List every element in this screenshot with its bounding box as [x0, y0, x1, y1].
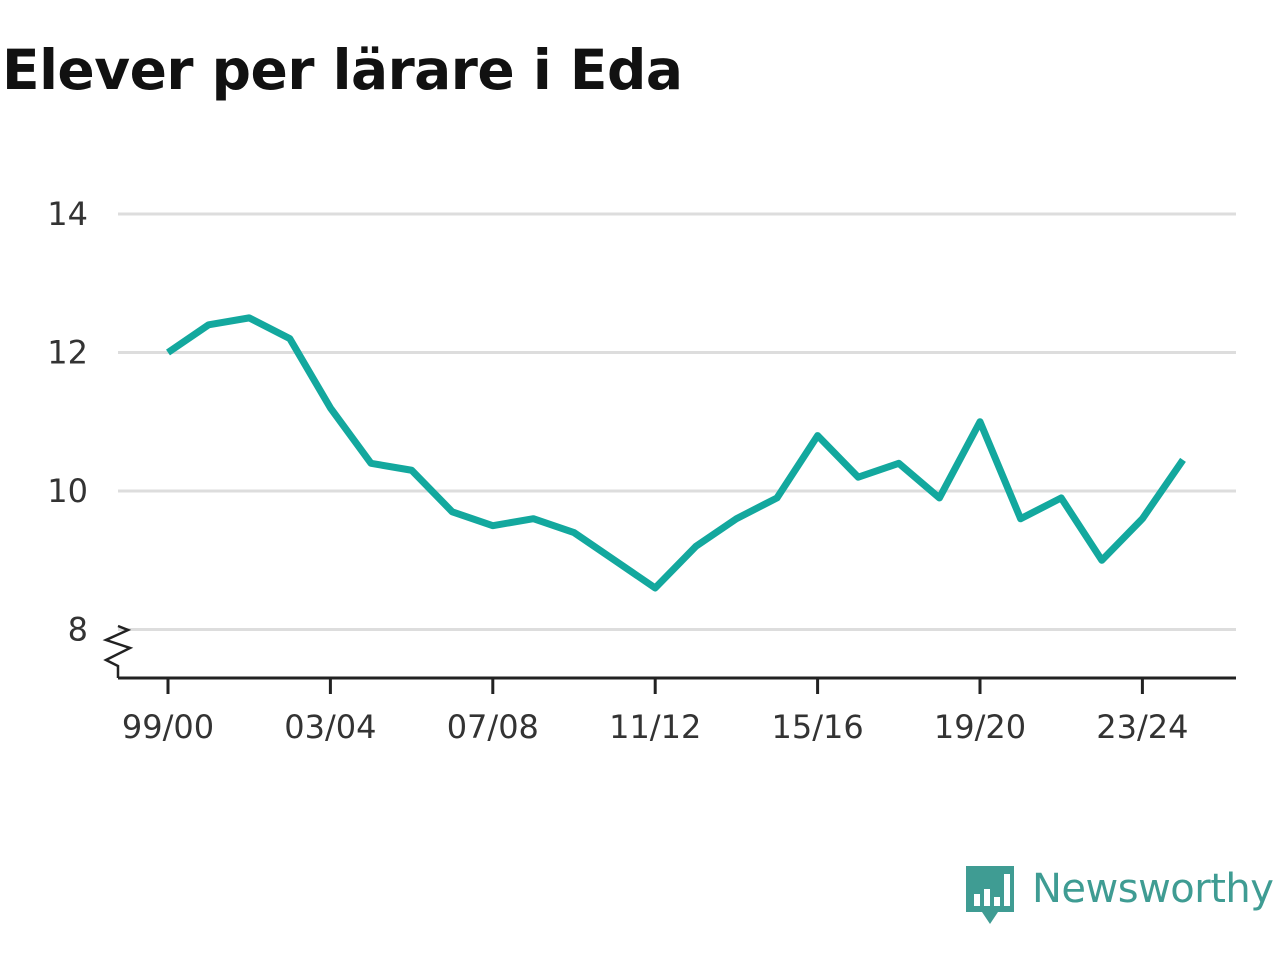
- y-tick-label-8: 8: [68, 611, 88, 649]
- x-tick-label-99/00: 99/00: [122, 708, 214, 746]
- x-tick-label-23/24: 23/24: [1096, 708, 1188, 746]
- y-tick-label-14: 14: [47, 195, 88, 233]
- y-tick-label-12: 12: [47, 334, 88, 372]
- line-chart: 8 10 12 14 99/00 03/04 07/08 11/12 15/16 19/20 23…: [47, 195, 1236, 746]
- x-tick-label-07/08: 07/08: [447, 708, 539, 746]
- axes: [102, 624, 1236, 680]
- newsworthy-logo: Newsworthy: [964, 864, 1274, 926]
- brand-name: Newsworthy: [1032, 866, 1274, 912]
- x-tick-label-11/12: 11/12: [609, 708, 701, 746]
- y-tick-label-10: 10: [47, 472, 88, 510]
- y-axis-tick-labels: 8 10 12 14: [47, 195, 88, 649]
- series-lines: [166, 314, 1186, 592]
- bar-chart-speech-bubble-icon: [966, 866, 1014, 924]
- x-tick-label-19/20: 19/20: [934, 708, 1026, 746]
- y-axis-break-marker: [102, 624, 134, 678]
- series-line-0: [166, 314, 1186, 592]
- x-axis-ticks: 99/00 03/04 07/08 11/12 15/16 19/20 23/24: [122, 678, 1189, 746]
- gridlines: [118, 212, 1236, 632]
- x-tick-label-15/16: 15/16: [771, 708, 863, 746]
- x-tick-label-03/04: 03/04: [284, 708, 376, 746]
- chart-title: Elever per lärare i Eda: [2, 38, 683, 102]
